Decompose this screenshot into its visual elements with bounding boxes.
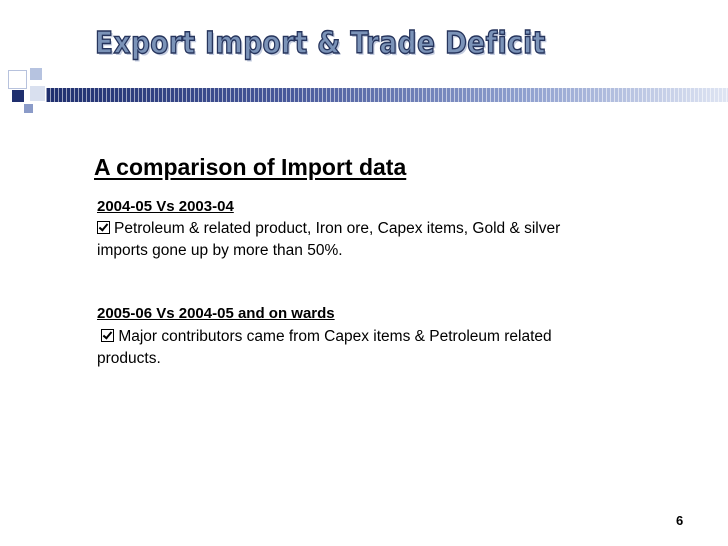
- checkbox-bullet-icon: [101, 329, 115, 342]
- bullet-paragraph-1: Petroleum & related product, Iron ore, C…: [97, 218, 607, 262]
- slide-title: Export Import & Trade Deficit: [94, 25, 546, 61]
- square-3: [12, 90, 24, 102]
- bullet-text-1: Petroleum & related product, Iron ore, C…: [97, 220, 561, 259]
- bullet-text-2: Major contributors came from Capex items…: [97, 328, 552, 367]
- header-bar: [46, 88, 728, 102]
- subheading-2005-06: 2005-06 Vs 2004-05 and on wards: [97, 305, 335, 322]
- square-5: [24, 104, 33, 113]
- square-4: [30, 86, 45, 101]
- square-2: [30, 68, 42, 80]
- checkbox-bullet-icon: [97, 221, 110, 234]
- bullet-paragraph-2: Major contributors came from Capex items…: [97, 326, 607, 370]
- page-number: 6: [676, 513, 684, 528]
- square-1: [8, 70, 27, 89]
- section-heading: A comparison of Import data: [94, 154, 407, 180]
- subheading-2004-05: 2004-05 Vs 2003-04: [97, 198, 234, 215]
- decorative-squares: [0, 0, 60, 130]
